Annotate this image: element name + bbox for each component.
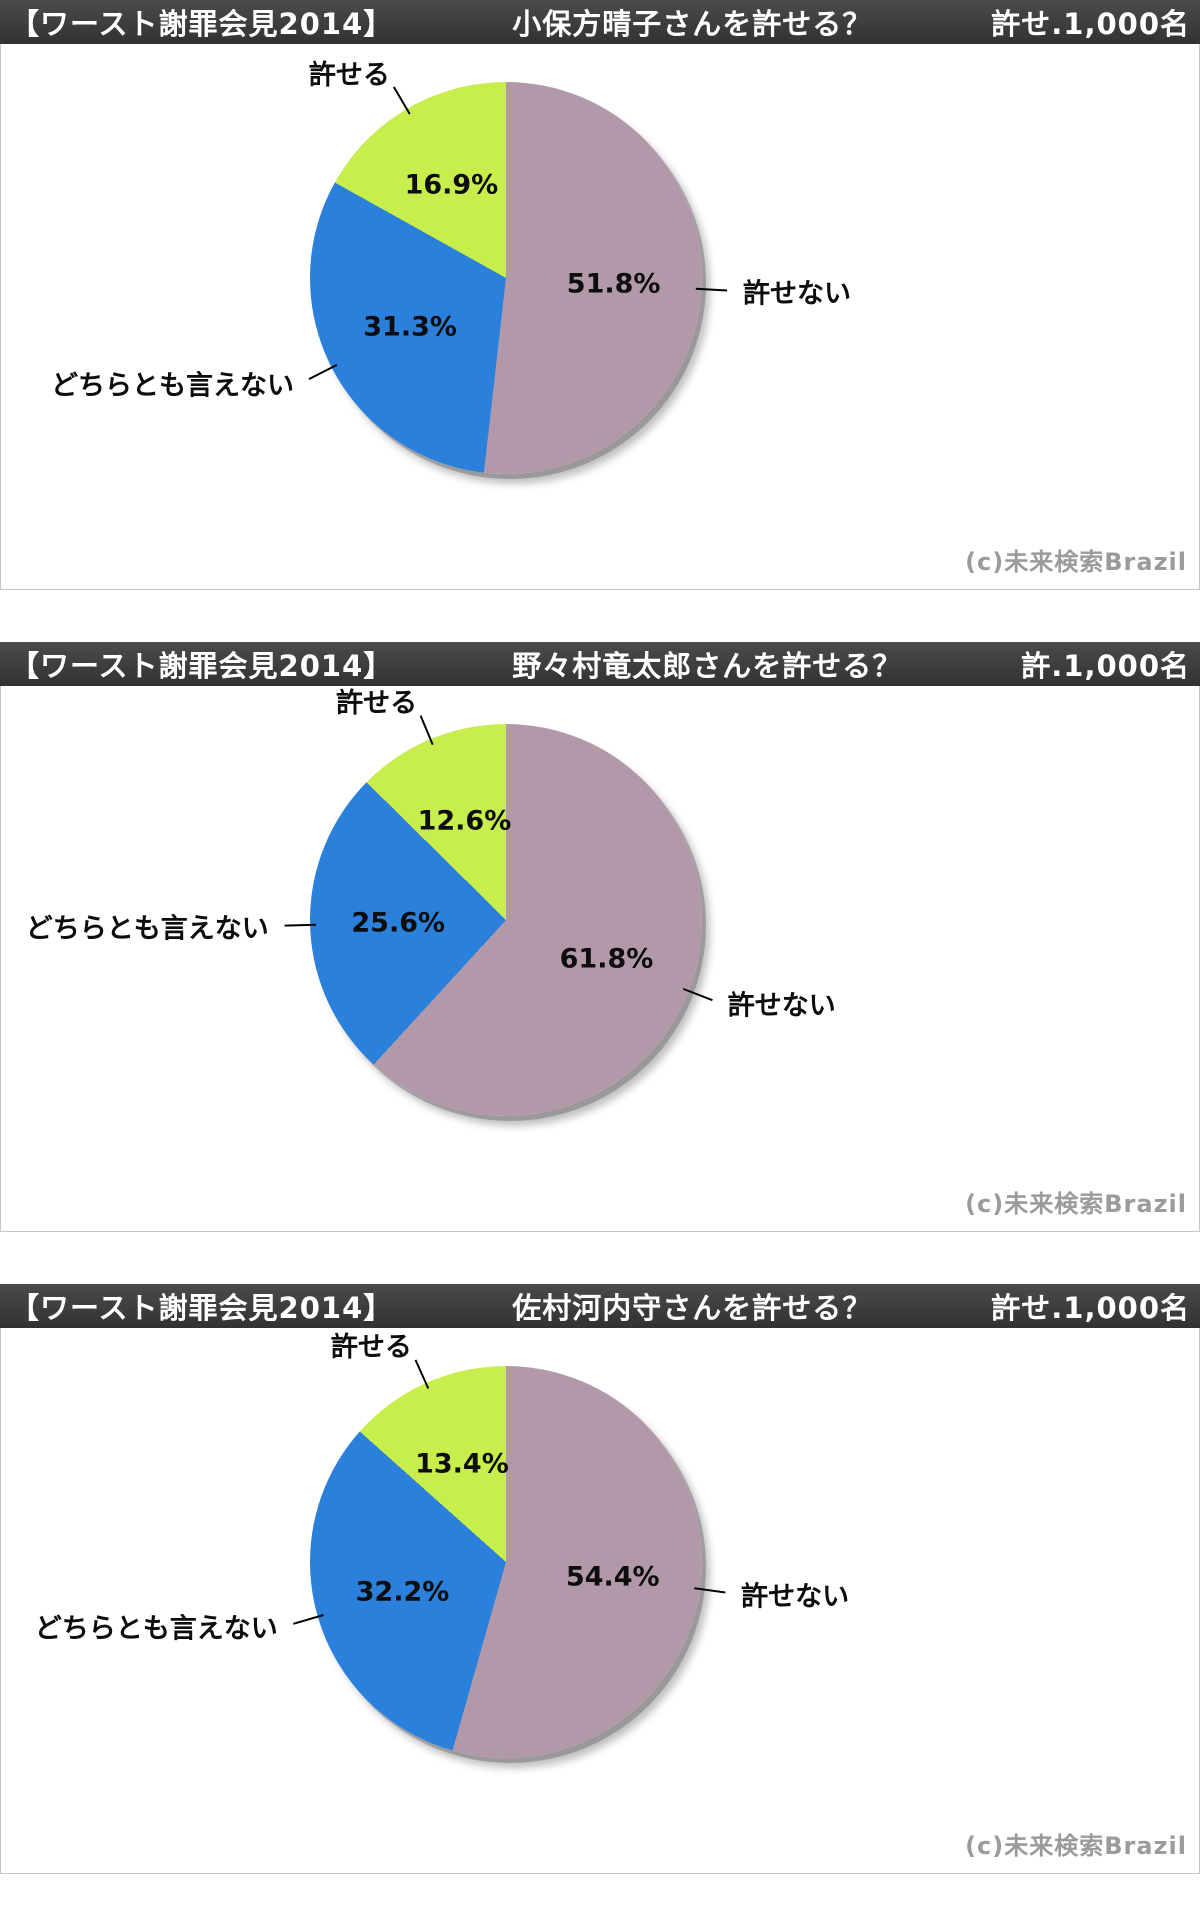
slice-percent-label: 16.9% <box>404 169 499 201</box>
slice-name-label: どちらとも言えない <box>25 913 269 945</box>
slice-name-label: 許せない <box>741 1581 850 1613</box>
copyright-text: (c)未来検索Brazil <box>965 1832 1187 1860</box>
slice-percent-label: 51.8% <box>566 268 661 300</box>
slice-name-label: 許せない <box>727 990 836 1022</box>
slice-name-label: 許せない <box>742 278 851 310</box>
slice-name-label: 許せる <box>336 687 418 719</box>
slice-name-label: 許せる <box>308 59 390 91</box>
header-sample-count: 許せ.1,000名 <box>991 7 1190 41</box>
header-sample-count: 許せ.1,000名 <box>991 1291 1190 1325</box>
slice-name-label: 許せる <box>330 1332 412 1364</box>
slice-name-label: どちらとも言えない <box>34 1613 278 1645</box>
chart-area: (c)未来検索Brazil 54.4% 許せない 32.2% どちらとも言えない 13.… <box>0 1328 1200 1874</box>
chart-header: 【ワースト謝罪会見2014】 小保方晴子さんを許せる？ 許せ.1,000名 <box>0 0 1200 44</box>
copyright-text: (c)未来検索Brazil <box>965 548 1187 576</box>
slice-percent-label: 31.3% <box>363 311 457 343</box>
header-question: 佐村河内守さんを許せる？ <box>512 1291 873 1325</box>
chart-block: 【ワースト謝罪会見2014】 佐村河内守さんを許せる？ 許せ.1,000名 (c… <box>0 1284 1200 1874</box>
header-sample-count: 許.1,000名 <box>1021 649 1190 683</box>
slice-percent-label: 25.6% <box>351 907 446 939</box>
header-prefix: 【ワースト謝罪会見2014】 <box>10 649 394 683</box>
slice-name-label: どちらとも言えない <box>51 370 294 402</box>
slice-percent-label: 12.6% <box>417 805 512 837</box>
chart-block: 【ワースト謝罪会見2014】 小保方晴子さんを許せる？ 許せ.1,000名 (c… <box>0 0 1200 590</box>
slice-percent-label: 13.4% <box>415 1448 509 1480</box>
chart-block: 【ワースト謝罪会見2014】 野々村竜太郎さんを許せる？ 許.1,000名 (c… <box>0 642 1200 1232</box>
chart-area: (c)未来検索Brazil 51.8% 許せない 31.3% どちらとも言えない 16.… <box>0 44 1200 590</box>
header-question: 小保方晴子さんを許せる？ <box>512 7 873 41</box>
header-question: 野々村竜太郎さんを許せる？ <box>512 649 903 683</box>
pie-chart <box>310 724 702 1116</box>
pie-chart <box>310 82 702 474</box>
chart-area: (c)未来検索Brazil 61.8% 許せない 25.6% どちらとも言えない 12.… <box>0 686 1200 1232</box>
slice-percent-label: 61.8% <box>559 943 654 975</box>
copyright-text: (c)未来検索Brazil <box>965 1190 1187 1218</box>
header-prefix: 【ワースト謝罪会見2014】 <box>10 1291 394 1325</box>
chart-header: 【ワースト謝罪会見2014】 野々村竜太郎さんを許せる？ 許.1,000名 <box>0 642 1200 686</box>
slice-percent-label: 54.4% <box>565 1561 660 1593</box>
chart-header: 【ワースト謝罪会見2014】 佐村河内守さんを許せる？ 許せ.1,000名 <box>0 1284 1200 1328</box>
pie-chart <box>310 1366 702 1758</box>
header-prefix: 【ワースト謝罪会見2014】 <box>10 7 394 41</box>
slice-percent-label: 32.2% <box>355 1576 450 1608</box>
